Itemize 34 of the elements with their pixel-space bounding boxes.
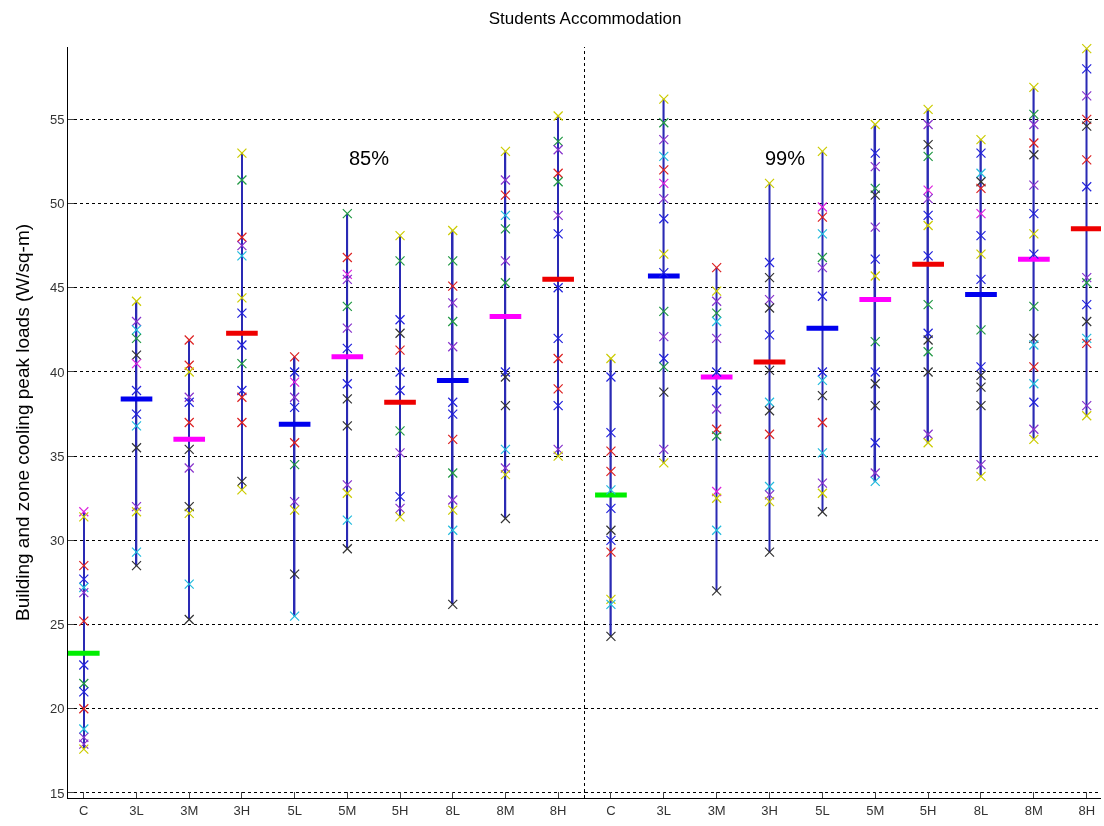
y-tick-label: 45 [49,280,65,296]
x-tick-label: 5H [391,802,409,818]
y-tick-label: 50 [49,196,65,212]
x-tick-label: 8L [445,802,460,818]
y-tick-label: 30 [49,532,65,548]
y-tick-label: 55 [49,111,65,127]
x-tick-label: 8M [496,802,515,818]
annotation: 99% [765,147,806,169]
x-tick-label: 5L [287,802,302,818]
y-tick-label: 35 [49,448,65,464]
bar [451,230,454,605]
x-tick-label: C [606,802,616,818]
x-tick-label: C [79,802,89,818]
x-tick-label: 5L [815,802,830,818]
x-tick-label: 8M [1024,802,1043,818]
x-tick-label: 8H [1078,802,1096,818]
x-tick-label: 5M [866,802,885,818]
y-tick-label: 25 [49,617,65,633]
y-tick-label: 40 [49,364,65,380]
x-tick-label: 8L [973,802,989,818]
x-tick-label: 5H [919,802,937,818]
y-tick-label: 15 [49,785,65,801]
x-tick-label: 8H [549,802,567,818]
y-tick-label: 20 [49,701,65,717]
x-tick-label: 3H [233,802,251,818]
x-tick-label: 3L [129,802,144,818]
annotation: 85% [349,147,390,169]
x-tick-label: 5M [338,802,357,818]
y-axis-title: Building and zone cooling peak loads (W/sq-m) [11,223,33,622]
x-tick-label: 3M [180,802,199,818]
chart-title: Students Accommodation [488,9,682,29]
x-tick-label: 3L [656,802,672,818]
x-tick-label: 3M [707,802,726,818]
x-tick-label: 3H [761,802,778,818]
